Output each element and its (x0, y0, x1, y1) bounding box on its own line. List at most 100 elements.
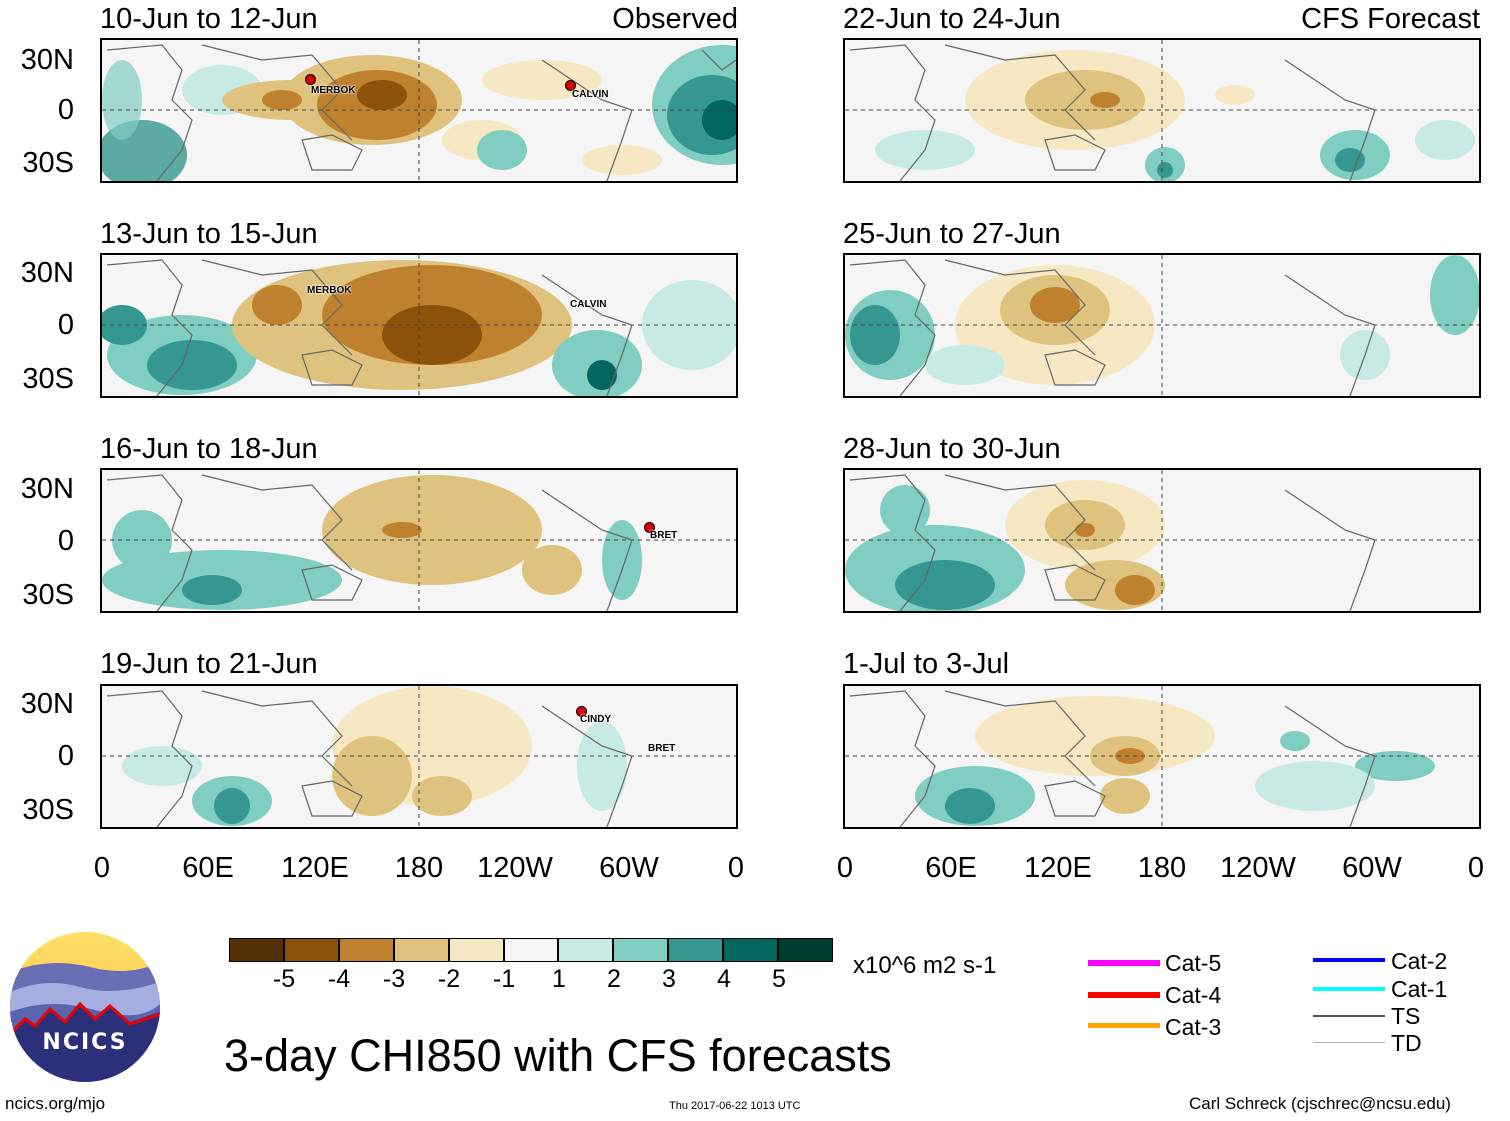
ncics-logo: NCICS (10, 932, 160, 1082)
colorbar-swatch (668, 938, 724, 962)
storm-track-marker (305, 74, 316, 85)
footer-credit: Carl Schreck (cjschrec@ncsu.edu) (1189, 1094, 1451, 1113)
footer-timestamp: Thu 2017-06-22 1013 UTC (669, 1100, 801, 1112)
legend-label: Cat-5 (1165, 950, 1222, 976)
colorbar-tick-label: -5 (272, 965, 296, 993)
observed-label: Observed (612, 3, 738, 35)
figure-title: 3-day CHI850 with CFS forecasts (224, 1030, 892, 1081)
panel-title: 1-Jul to 3-Jul (843, 648, 1010, 680)
panel-title: 16-Jun to 18-Jun (100, 433, 318, 465)
panel-title: 19-Jun to 21-Jun (100, 648, 318, 680)
colorbar-swatch (558, 938, 614, 962)
panel-title: 13-Jun to 15-Jun (100, 218, 318, 250)
storm-label: CINDY (580, 714, 612, 725)
colorbar-labels: -5 -4 -3 -2 -1 1 2 3 4 5 (229, 966, 833, 996)
lat-label: 30N (20, 257, 74, 289)
storm-label: CALVIN (572, 89, 609, 100)
logo-text: NCICS (42, 1030, 128, 1055)
map-panel (843, 684, 1481, 829)
lon-label: 180 (1137, 852, 1187, 884)
legend-label: TD (1391, 1030, 1422, 1056)
map-panel (843, 468, 1481, 613)
colorbar-tick-label: -2 (437, 965, 461, 993)
colorbar-tick-label: -4 (327, 965, 351, 993)
lon-label: 0 (1467, 852, 1485, 884)
colorbar-tick-label: -3 (382, 965, 406, 993)
lon-label: 120W (477, 852, 553, 884)
lon-label: 120E (1024, 852, 1092, 884)
colorbar (229, 938, 833, 962)
legend-label: Cat-1 (1391, 976, 1448, 1002)
legend-label: Cat-4 (1165, 982, 1222, 1008)
colorbar-tick-label: 3 (662, 965, 676, 993)
lat-label: 0 (57, 525, 74, 557)
storm-label: BRET (648, 743, 676, 754)
forecast-label: CFS Forecast (1301, 3, 1480, 35)
legend-line-cat3 (1088, 1023, 1160, 1028)
lon-label: 120E (281, 852, 349, 884)
lat-label: 30S (22, 147, 74, 179)
lon-label: 180 (394, 852, 444, 884)
colorbar-tick-label: -1 (492, 965, 516, 993)
legend-line-cat4 (1088, 992, 1160, 998)
colorbar-tick-label: 2 (607, 965, 621, 993)
colorbar-swatch (338, 938, 394, 962)
legend-label: TS (1391, 1003, 1421, 1029)
map-panel: MERBOK CALVIN (100, 253, 738, 398)
lat-label: 30S (22, 579, 74, 611)
storm-legend: Cat-5 Cat-4 Cat-3 Cat-2 Cat-1 TS TD (1085, 945, 1505, 1055)
legend-line-cat5 (1088, 960, 1160, 966)
colorbar-tick-label: 5 (772, 965, 786, 993)
map-panel: CINDY BRET (100, 684, 738, 829)
map-panel: BRET (100, 468, 738, 613)
lat-label: 0 (57, 740, 74, 772)
storm-label: BRET (650, 530, 678, 541)
lon-label: 60W (1342, 852, 1402, 884)
colorbar-units: x10^6 m2 s-1 (853, 952, 997, 979)
legend-line-cat1 (1313, 987, 1385, 991)
legend-line-ts (1313, 1015, 1385, 1017)
storm-track-marker (644, 522, 655, 533)
colorbar-swatch (503, 938, 559, 962)
lon-label: 0 (93, 852, 111, 884)
colorbar-swatch (393, 938, 449, 962)
colorbar-swatch (283, 938, 339, 962)
lon-label: 120W (1220, 852, 1296, 884)
map-panel (843, 253, 1481, 398)
lat-label: 30N (20, 688, 74, 720)
legend-line-td (1313, 1042, 1385, 1043)
map-panel: MERBOK CALVIN (100, 38, 738, 183)
storm-label: MERBOK (307, 285, 352, 296)
lat-label: 0 (57, 94, 74, 126)
lat-label: 30N (20, 473, 74, 505)
legend-line-cat2 (1313, 958, 1385, 962)
footer-url[interactable]: ncics.org/mjo (5, 1094, 106, 1113)
storm-track-marker (565, 80, 576, 91)
map-panel (843, 38, 1481, 183)
colorbar-swatch (778, 938, 833, 962)
colorbar-swatch (448, 938, 504, 962)
lat-label: 30N (20, 44, 74, 76)
lon-label: 60W (599, 852, 659, 884)
colorbar-tick-label: 4 (717, 965, 731, 993)
colorbar-swatch (229, 938, 284, 962)
storm-track-marker (576, 706, 587, 717)
panel-title: 28-Jun to 30-Jun (843, 433, 1061, 465)
panel-title: 10-Jun to 12-Jun (100, 3, 318, 35)
legend-label: Cat-3 (1165, 1014, 1222, 1040)
lon-label: 60E (182, 852, 234, 884)
lat-label: 30S (22, 794, 74, 826)
lon-label: 0 (727, 852, 745, 884)
colorbar-tick-label: 1 (552, 965, 566, 993)
colorbar-swatch (613, 938, 669, 962)
lon-label: 0 (836, 852, 854, 884)
storm-label: MERBOK (311, 85, 356, 96)
panel-title: 22-Jun to 24-Jun (843, 3, 1061, 35)
lat-label: 0 (57, 309, 74, 341)
colorbar-swatch (723, 938, 779, 962)
legend-label: Cat-2 (1391, 948, 1448, 974)
lon-label: 60E (925, 852, 977, 884)
storm-label: CALVIN (570, 299, 607, 310)
panel-title: 25-Jun to 27-Jun (843, 218, 1061, 250)
lat-label: 30S (22, 363, 74, 395)
